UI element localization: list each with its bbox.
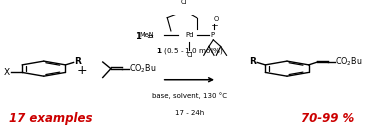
Text: base, solvent, 130 °C: base, solvent, 130 °C <box>152 92 227 99</box>
Text: 70-99 %: 70-99 % <box>301 112 354 125</box>
Text: Pd: Pd <box>185 32 194 38</box>
Text: CO$_2$Bu: CO$_2$Bu <box>335 56 362 68</box>
Text: P: P <box>211 32 215 38</box>
Text: R: R <box>249 57 256 66</box>
Text: MeN: MeN <box>140 32 154 38</box>
Text: R: R <box>74 57 81 66</box>
Text: O: O <box>213 16 218 22</box>
Text: $\mathbf{1}$ (0.5 - 1.0 mol%): $\mathbf{1}$ (0.5 - 1.0 mol%) <box>156 46 223 56</box>
Text: +: + <box>76 64 87 77</box>
Text: X: X <box>4 68 10 77</box>
Text: Cl: Cl <box>187 52 193 58</box>
Text: $\mathbf{1}$  =: $\mathbf{1}$ = <box>135 30 154 41</box>
Text: 17 - 24h: 17 - 24h <box>175 110 204 116</box>
Text: 17 examples: 17 examples <box>9 112 93 125</box>
Text: CO$_2$Bu: CO$_2$Bu <box>129 62 156 75</box>
Text: Cl: Cl <box>180 0 187 5</box>
